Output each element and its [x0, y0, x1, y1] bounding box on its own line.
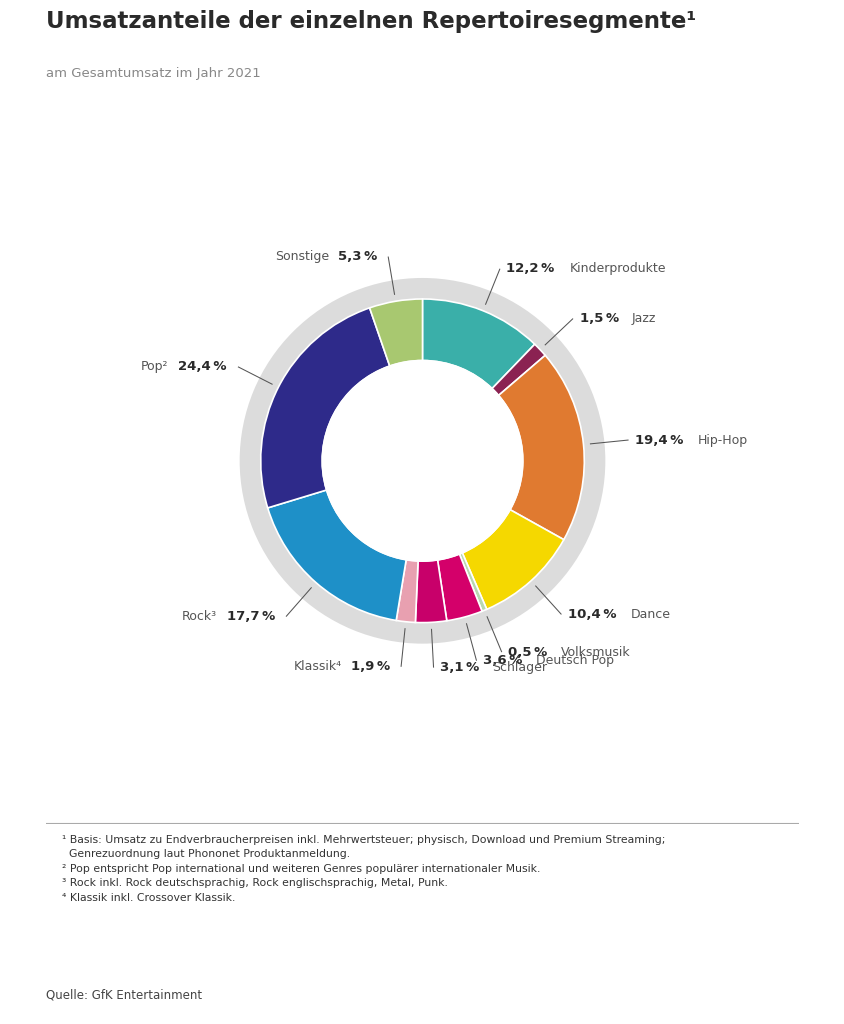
Text: 0,5 %: 0,5 %	[507, 646, 551, 658]
Text: Rock³: Rock³	[181, 610, 216, 623]
Text: 24,4 %: 24,4 %	[178, 360, 231, 374]
Text: ¹ Basis: Umsatz zu Endverbraucherpreisen inkl. Mehrwertsteuer; physisch, Downloa: ¹ Basis: Umsatz zu Endverbraucherpreisen…	[62, 835, 664, 902]
Wedge shape	[437, 554, 481, 621]
Text: Quelle: GfK Entertainment: Quelle: GfK Entertainment	[46, 989, 203, 1001]
Wedge shape	[261, 308, 389, 508]
Text: 12,2 %: 12,2 %	[506, 262, 559, 275]
Text: Dance: Dance	[630, 608, 670, 621]
Text: Kinderprodukte: Kinderprodukte	[569, 262, 665, 275]
Wedge shape	[491, 344, 544, 395]
Text: 1,5 %: 1,5 %	[579, 312, 623, 325]
Text: 3,1 %: 3,1 %	[440, 662, 484, 674]
Wedge shape	[498, 355, 583, 540]
Text: 17,7 %: 17,7 %	[226, 610, 279, 623]
Text: Schlager: Schlager	[492, 662, 547, 674]
Text: Jazz: Jazz	[631, 312, 656, 325]
Text: Hip-Hop: Hip-Hop	[697, 433, 748, 446]
Wedge shape	[459, 553, 486, 611]
Text: 10,4 %: 10,4 %	[567, 608, 620, 621]
Text: 19,4 %: 19,4 %	[635, 433, 687, 446]
Wedge shape	[268, 490, 406, 621]
Wedge shape	[462, 510, 563, 609]
Text: Pop²: Pop²	[141, 360, 168, 374]
Text: Volksmusik: Volksmusik	[560, 646, 630, 658]
Text: 3,6 %: 3,6 %	[483, 654, 527, 668]
Wedge shape	[369, 299, 422, 366]
Text: 1,9 %: 1,9 %	[350, 660, 394, 674]
Wedge shape	[396, 560, 418, 623]
Text: Deutsch Pop: Deutsch Pop	[535, 654, 613, 668]
Wedge shape	[415, 560, 446, 623]
Text: Klassik⁴: Klassik⁴	[294, 660, 342, 674]
Text: Umsatzanteile der einzelnen Repertoiresegmente¹: Umsatzanteile der einzelnen Repertoirese…	[46, 10, 696, 33]
Text: am Gesamtumsatz im Jahr 2021: am Gesamtumsatz im Jahr 2021	[46, 67, 261, 80]
Circle shape	[322, 360, 522, 561]
Text: 5,3 %: 5,3 %	[338, 250, 381, 263]
Text: Sonstige: Sonstige	[274, 250, 328, 263]
Wedge shape	[240, 278, 604, 644]
Wedge shape	[422, 299, 534, 388]
